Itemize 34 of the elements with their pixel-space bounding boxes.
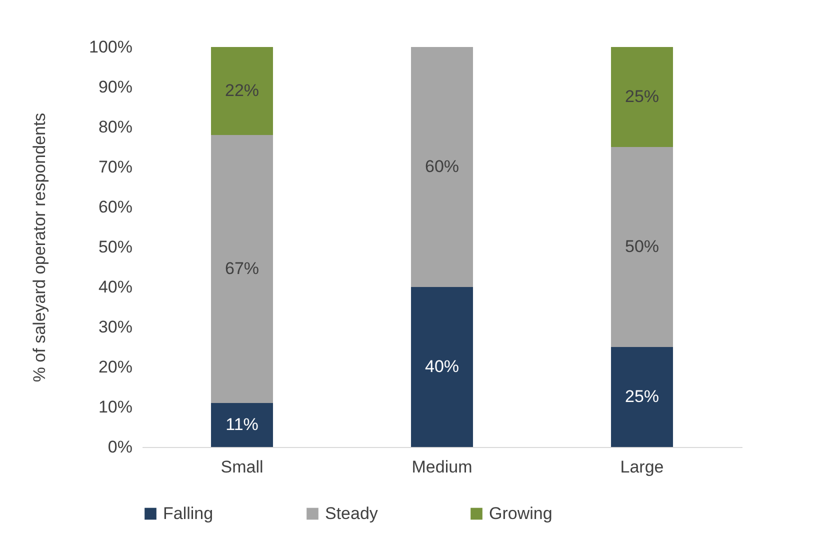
data-label: 40% [424, 357, 460, 376]
data-label: 67% [224, 259, 260, 278]
y-tick-label: 50% [98, 238, 132, 256]
legend-label: Steady [325, 504, 378, 523]
bar [411, 47, 473, 287]
legend-label: Growing [489, 504, 552, 523]
bar [211, 47, 273, 135]
y-tick-label: 40% [98, 278, 132, 296]
bar [611, 347, 673, 447]
data-label: 11% [226, 415, 258, 434]
y-axis-title: % of saleyard operator respondents [30, 112, 50, 382]
y-tick-label: 0% [108, 438, 132, 456]
x-tick-label: Small [220, 458, 264, 476]
bar [211, 403, 273, 447]
y-tick-label: 70% [98, 158, 132, 176]
x-tick-label: Medium [412, 458, 472, 476]
y-tick-label: 90% [98, 78, 132, 96]
y-tick-label: 20% [98, 358, 132, 376]
y-tick-label: 60% [98, 198, 132, 216]
x-tick-label: Large [620, 458, 664, 476]
y-tick-label: 80% [98, 118, 132, 136]
data-label: 50% [624, 237, 660, 256]
y-tick-label: 10% [98, 398, 132, 416]
y-tick-label: 100% [89, 38, 132, 56]
data-label: 60% [424, 157, 460, 176]
data-label: 22% [224, 81, 260, 100]
data-label: 25% [624, 387, 660, 406]
legend-label: Falling [163, 504, 214, 523]
data-label: 25% [624, 87, 660, 106]
y-tick-label: 30% [98, 318, 132, 336]
bar [611, 47, 673, 147]
bar [611, 147, 673, 347]
bar [211, 135, 273, 403]
bar [411, 287, 473, 447]
